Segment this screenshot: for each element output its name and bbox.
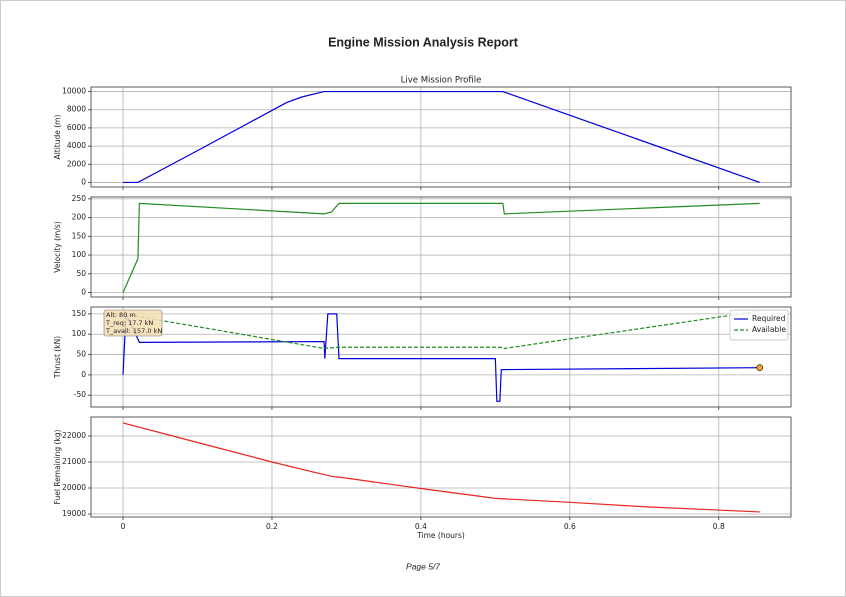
subplot-title: Live Mission Profile xyxy=(401,76,482,86)
y-tick-label: 150 xyxy=(72,231,87,240)
x-axis-label: Time (hours) xyxy=(416,531,465,540)
y-tick-label: 200 xyxy=(72,213,87,222)
legend-label: Available xyxy=(752,325,786,334)
current-marker xyxy=(756,364,764,371)
data-line xyxy=(122,313,760,402)
y-tick-label: 150 xyxy=(72,309,87,318)
y-tick-label: 50 xyxy=(76,269,86,278)
annotation-text: Alt: 80 m xyxy=(106,311,136,319)
y-tick-label: 0 xyxy=(81,288,86,297)
page-number: Page 5/7 xyxy=(406,561,440,571)
y-tick-label: 4000 xyxy=(67,141,86,150)
y-tick-label: 8000 xyxy=(67,105,86,114)
annotation-text: T_req: 17.7 kN xyxy=(105,319,153,327)
y-tick-label: 50 xyxy=(76,350,86,359)
data-line xyxy=(123,90,760,184)
y-axis-label: Altitude (m) xyxy=(53,115,62,160)
annotation-box xyxy=(103,309,163,337)
y-tick-label: 0 xyxy=(81,177,86,186)
y-tick-label: 250 xyxy=(72,194,87,203)
x-tick-label: 0.4 xyxy=(415,522,427,531)
x-tick-label: 0.2 xyxy=(266,522,278,531)
y-tick-label: -50 xyxy=(74,390,86,399)
axes-frame xyxy=(90,416,792,518)
y-tick-label: 100 xyxy=(72,250,87,259)
data-line xyxy=(122,310,760,350)
data-line xyxy=(122,422,760,513)
y-tick-label: 10000 xyxy=(62,87,86,96)
y-tick-label: 100 xyxy=(72,329,87,338)
y-tick-label: 20000 xyxy=(62,483,86,492)
axes-frame xyxy=(90,196,792,298)
y-axis-label: Velocity (m/s) xyxy=(53,221,62,272)
y-tick-label: 22000 xyxy=(62,431,86,440)
y-axis-label: Thrust (kN) xyxy=(53,336,62,379)
legend-box xyxy=(729,309,789,341)
y-axis-label: Fuel Remaining (kg) xyxy=(53,429,62,504)
legend-label: Required xyxy=(752,314,786,323)
axes-frame xyxy=(90,306,792,408)
y-tick-label: 0 xyxy=(81,370,86,379)
y-tick-label: 6000 xyxy=(67,123,86,132)
y-tick-label: 2000 xyxy=(67,159,86,168)
x-tick-label: 0.8 xyxy=(713,522,725,531)
y-tick-label: 21000 xyxy=(62,457,86,466)
report-title: Engine Mission Analysis Report xyxy=(328,35,519,49)
x-tick-label: 0.6 xyxy=(564,522,576,531)
x-tick-label: 0 xyxy=(121,522,126,531)
y-tick-label: 19000 xyxy=(62,509,86,518)
data-line xyxy=(122,202,760,293)
axes-frame xyxy=(90,86,792,188)
annotation-text: T_avail: 157.0 kN xyxy=(105,327,162,335)
